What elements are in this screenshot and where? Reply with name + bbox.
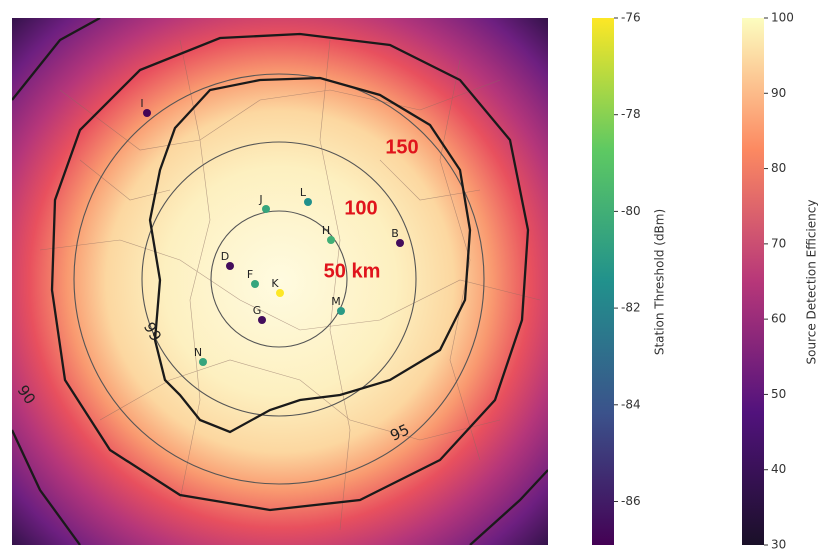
station-label: K bbox=[271, 277, 279, 290]
station bbox=[262, 205, 270, 213]
station bbox=[251, 280, 259, 288]
colorbar-tick-label: 90 bbox=[771, 86, 786, 100]
station bbox=[199, 358, 207, 366]
borders bbox=[39, 39, 541, 531]
range-label: 150 bbox=[385, 136, 418, 158]
station-label: J bbox=[258, 193, 262, 206]
colorbar-label: Station Threshold (dBm) bbox=[653, 209, 667, 355]
stations: I L J H B D F K G M N bbox=[140, 97, 404, 366]
station-label: B bbox=[391, 227, 399, 240]
station-label: G bbox=[253, 304, 262, 317]
map bbox=[12, 18, 548, 545]
station-label: I bbox=[140, 97, 143, 110]
colorbar-tick-label: -84 bbox=[621, 397, 641, 411]
colorbar-tick-label: 60 bbox=[771, 312, 786, 326]
colorbar-tick-label: -80 bbox=[621, 204, 641, 218]
colorbar-tick-label: -76 bbox=[621, 11, 641, 25]
range-rings bbox=[73, 73, 485, 485]
station bbox=[304, 198, 312, 206]
station-label: L bbox=[300, 186, 307, 199]
range-label: 50 km bbox=[324, 260, 381, 282]
efficiency-field bbox=[12, 18, 548, 545]
colorbar-tick-label: 40 bbox=[771, 462, 786, 476]
station bbox=[276, 289, 284, 297]
station bbox=[258, 316, 266, 324]
station bbox=[337, 307, 345, 315]
efficiency-colorbar bbox=[742, 18, 764, 545]
station-label: D bbox=[221, 250, 229, 263]
station bbox=[143, 109, 151, 117]
station bbox=[327, 236, 335, 244]
station-label: H bbox=[322, 224, 330, 237]
colorbar-tick-label: 70 bbox=[771, 236, 786, 250]
colorbar-ticks: -86 -84 -82 -80 -78 -76 30 40 50 60 70 80 90 100 bbox=[614, 11, 794, 552]
colorbar-tick-label: 100 bbox=[771, 11, 794, 25]
threshold-colorbar bbox=[592, 18, 614, 545]
colorbar-tick-label: -86 bbox=[621, 494, 641, 508]
station bbox=[226, 262, 234, 270]
station-label: M bbox=[331, 295, 341, 308]
colorbar-tick-label: -82 bbox=[621, 301, 641, 315]
colorbar-tick-label: 80 bbox=[771, 161, 786, 175]
range-label: 100 bbox=[344, 197, 377, 219]
station-label: F bbox=[247, 268, 253, 281]
colorbar-tick-label: 30 bbox=[771, 538, 786, 552]
colorbar-label: Source Detection Efficiency bbox=[805, 200, 819, 365]
station-label: N bbox=[194, 346, 202, 359]
efficiency-contours bbox=[12, 18, 548, 545]
station bbox=[396, 239, 404, 247]
colorbar-tick-label: -78 bbox=[621, 107, 641, 121]
colorbar-tick-label: 50 bbox=[771, 387, 786, 401]
